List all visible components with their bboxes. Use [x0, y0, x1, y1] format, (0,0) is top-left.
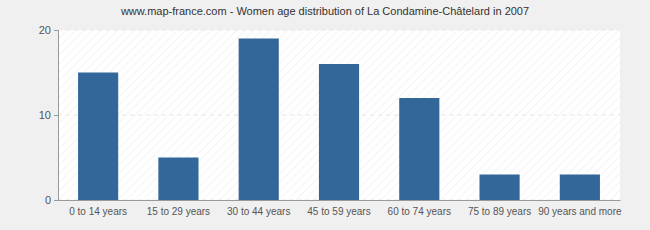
tick: 75 to 89 years [468, 200, 531, 217]
tick: 10 [39, 109, 58, 121]
tick-label: 10 [39, 109, 51, 121]
bar [319, 64, 359, 200]
tick-mark [54, 115, 58, 116]
tick: 0 [45, 194, 58, 206]
tick: 30 to 44 years [227, 200, 290, 217]
tick: 90 years and more [538, 200, 622, 217]
plot-background [58, 30, 620, 200]
x-axis: 0 to 14 years 15 to 29 years 30 to 44 year… [59, 200, 622, 217]
tick-label: 60 to 74 years [388, 206, 451, 217]
bar [158, 158, 198, 201]
axis-line [59, 200, 621, 201]
tick-label: 45 to 59 years [307, 206, 370, 217]
bar [78, 73, 118, 201]
y-axis: 0 10 20 [39, 24, 59, 206]
bar [399, 98, 439, 200]
tick: 60 to 74 years [388, 200, 451, 217]
tick-label: 30 to 44 years [227, 206, 290, 217]
bar [560, 175, 600, 201]
tick: 20 [39, 24, 58, 36]
tick-label: 75 to 89 years [468, 206, 531, 217]
title: www.map-france.com - Women age distribut… [120, 5, 529, 17]
bar [480, 175, 520, 201]
chart: www.map-france.com - Women age distribut… [0, 0, 650, 230]
tick-label: 90 years and more [538, 206, 622, 217]
tick: 0 to 14 years [69, 200, 127, 217]
bar [239, 39, 279, 201]
tick-label: 0 [45, 194, 51, 206]
tick-mark [54, 30, 58, 31]
plot: 0 10 20 0 to 14 years 15 to 29 years 30 to 44… [39, 24, 622, 217]
tick-mark [54, 200, 58, 201]
grid-line [58, 30, 620, 31]
tick-label: 15 to 29 years [147, 206, 210, 217]
tick: 45 to 59 years [307, 200, 370, 217]
grid [58, 30, 620, 200]
tick-label: 0 to 14 years [69, 206, 127, 217]
tick: 15 to 29 years [147, 200, 210, 217]
tick-label: 20 [39, 24, 51, 36]
axis-line [54, 31, 59, 201]
bars [78, 39, 600, 201]
